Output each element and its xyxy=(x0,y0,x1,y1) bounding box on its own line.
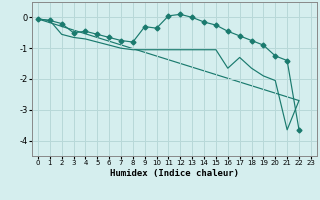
X-axis label: Humidex (Indice chaleur): Humidex (Indice chaleur) xyxy=(110,169,239,178)
